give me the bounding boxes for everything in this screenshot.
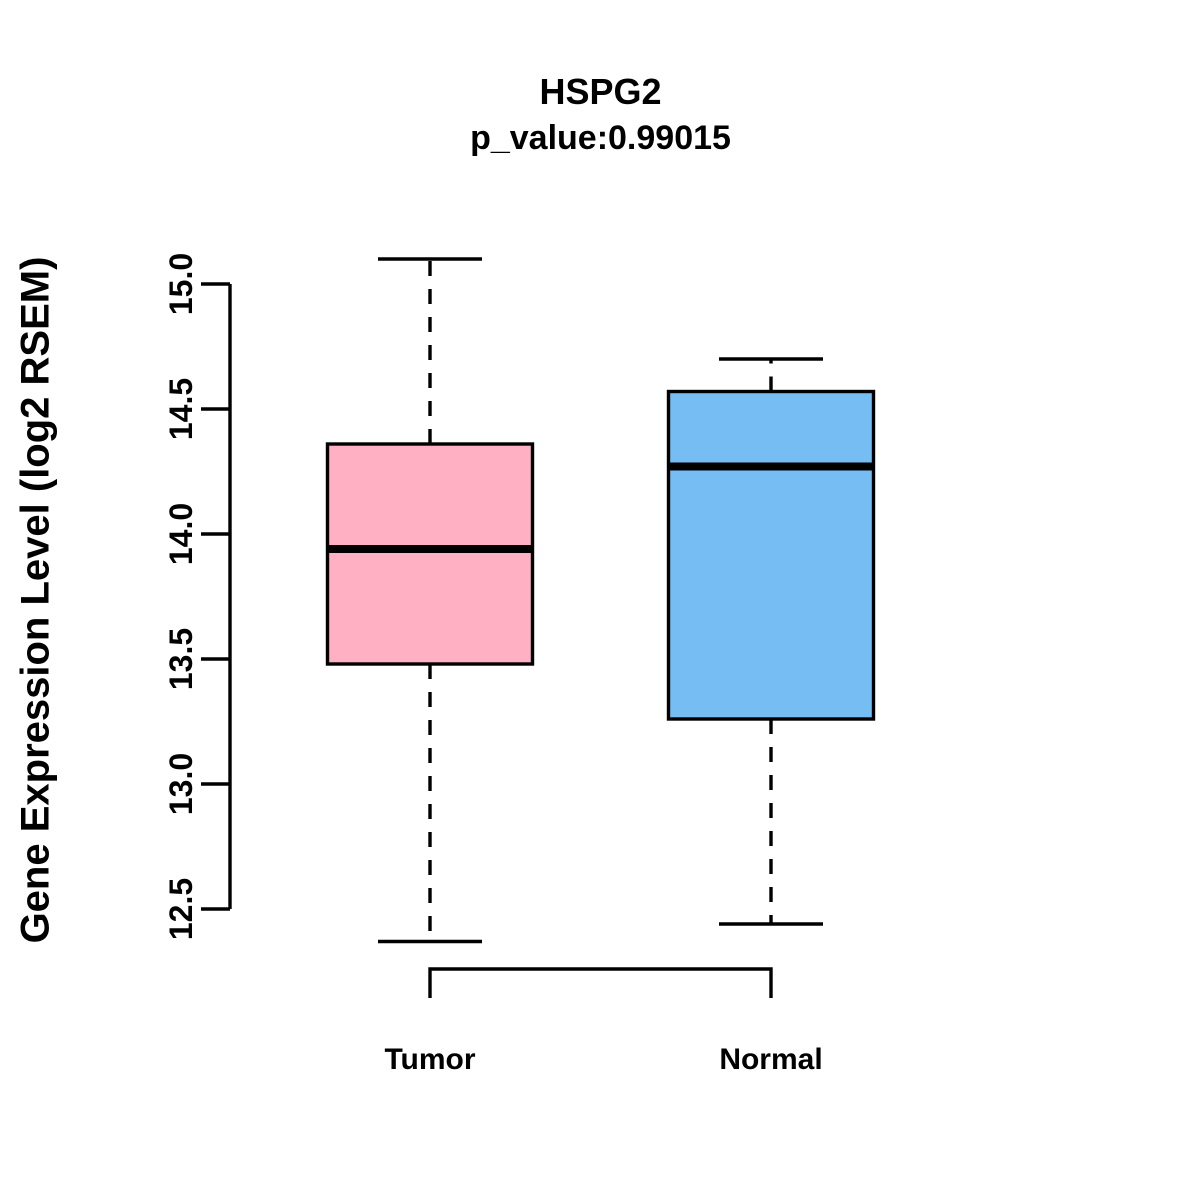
y-axis-tick-label: 15.0 [163,253,199,315]
y-axis-tick-label: 13.0 [163,753,199,815]
tumor-box [325,442,535,666]
y-axis-tick-label: 14.5 [163,378,199,440]
normal-box [666,389,876,721]
y-axis-tick-label: 13.5 [163,628,199,690]
p-value-subtitle: p_value:0.99015 [470,119,731,157]
y-axis-tick-label: 12.5 [163,878,199,940]
category-label-normal: Normal [719,1043,822,1076]
category-label-tumor: Tumor [384,1043,475,1076]
chart-title: HSPG2 [539,71,662,112]
x-axis-bracket [428,967,773,998]
y-axis-tick-label: 14.0 [163,503,199,565]
